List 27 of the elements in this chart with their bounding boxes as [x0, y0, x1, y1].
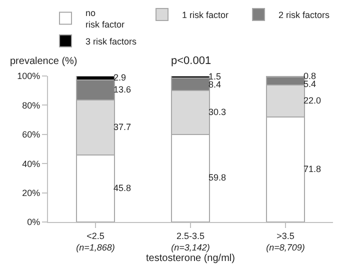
y-axis-title: prevalence (%) — [10, 56, 78, 67]
data-label: 13.6 — [114, 84, 132, 94]
text: p<0.001 — [171, 55, 212, 67]
data-label: 1.5 — [208, 71, 222, 82]
x-tick-label: <2.5 (n=1,868) — [76, 230, 115, 252]
legend-label: no risk factor — [86, 8, 125, 30]
data-label: 59.8 — [208, 172, 226, 183]
legend-label: 3 risk factors — [86, 36, 138, 46]
legend-label: 1 risk factor — [182, 10, 229, 20]
y-tick-label: 80% — [22, 100, 40, 110]
y-tick-label: 20% — [22, 188, 40, 198]
data-label: 45.8 — [114, 182, 132, 193]
y-tick-label: 40% — [22, 158, 40, 169]
data-label: 30.3 — [208, 106, 226, 117]
data-label: 5.4 — [304, 78, 316, 89]
x-tick-label: >3.5 (n=8,709) — [266, 230, 305, 252]
data-label: 37.7 — [114, 122, 132, 132]
data-label: 71.8 — [304, 164, 322, 174]
data-label: 0.8 — [304, 70, 316, 81]
data-label: 22.0 — [304, 95, 322, 106]
y-tick-label: 100% — [17, 71, 40, 82]
legend-label: 2 risk factors — [278, 10, 330, 20]
x-tick-label: 2.5-3.5 (n=3,142) — [171, 230, 210, 252]
x-axis-title: testosterone (ng/ml) — [146, 253, 235, 264]
y-tick-label: 60% — [22, 130, 40, 140]
data-label: 2.9 — [114, 72, 126, 82]
y-tick-label: 0% — [27, 217, 40, 228]
